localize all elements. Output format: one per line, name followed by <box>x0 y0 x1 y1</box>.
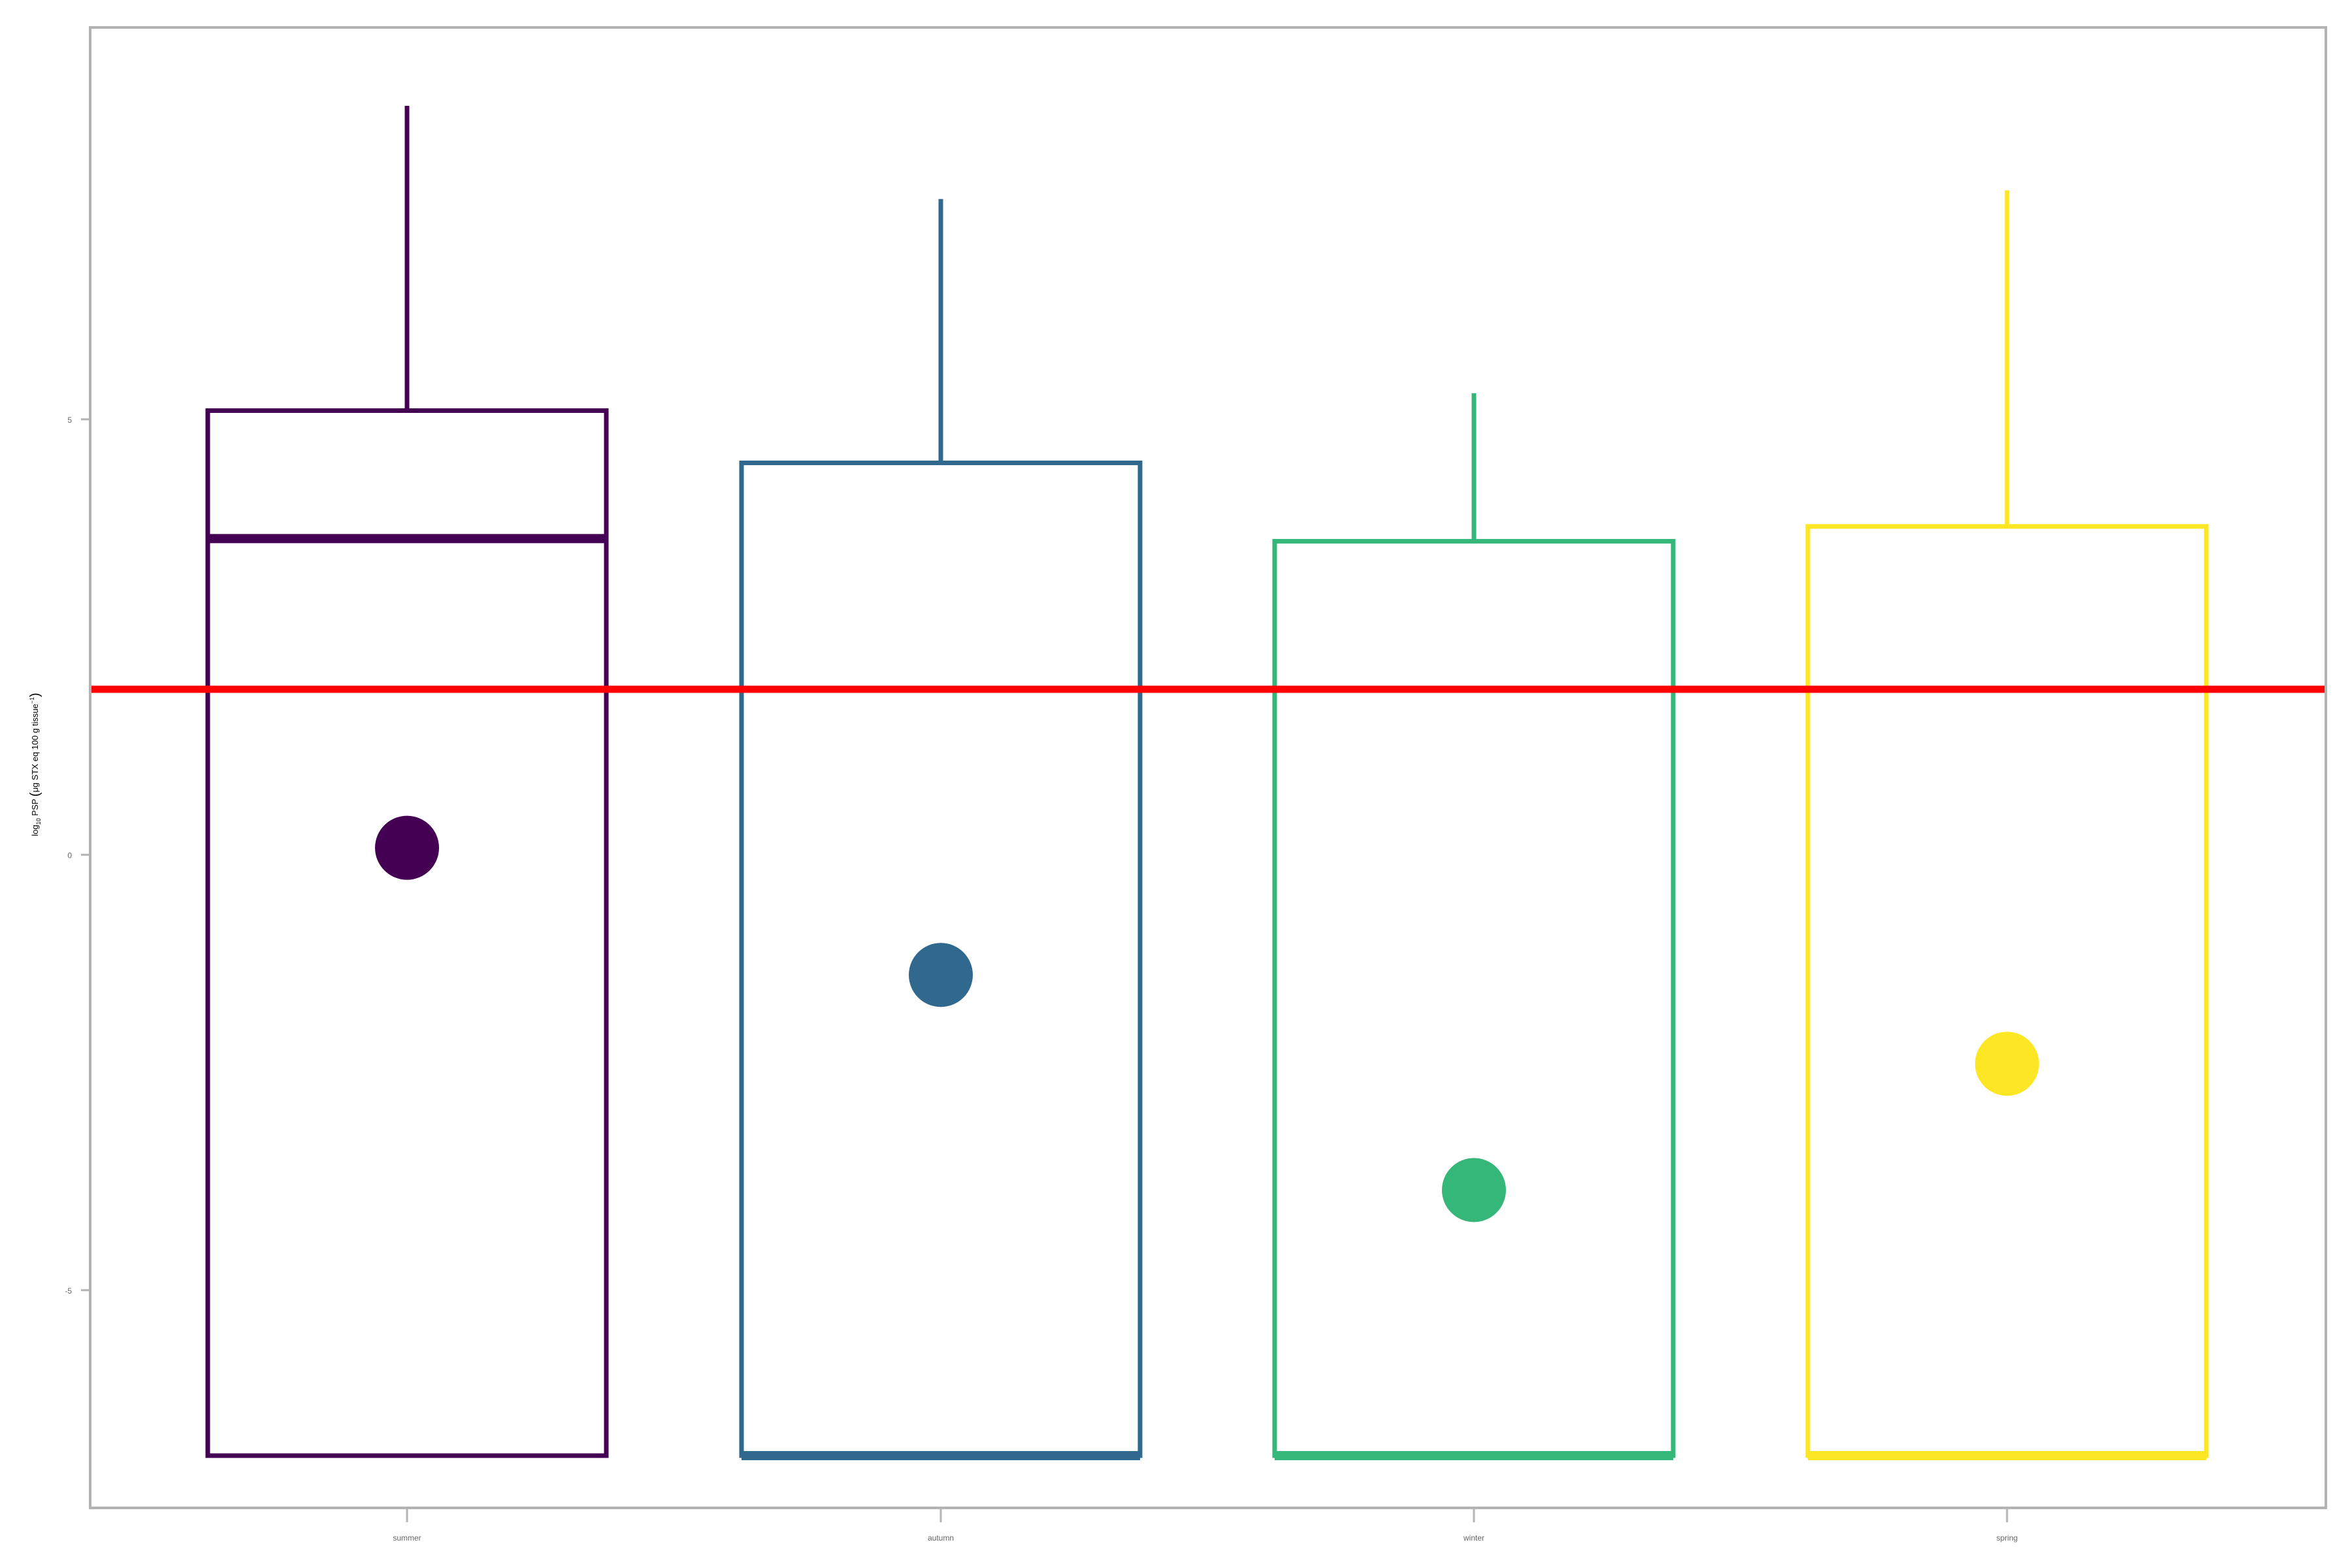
y-tick-label: -5 <box>65 1286 72 1296</box>
x-tick-label-spring: spring <box>1997 1533 2018 1543</box>
plot-frame <box>89 26 2327 1509</box>
mean-point-autumn <box>909 943 973 1007</box>
boxes-layer <box>205 105 2209 1461</box>
mean-point-winter <box>1442 1158 1506 1222</box>
x-tick-label-winter: winter <box>1463 1533 1484 1543</box>
box-body-winter <box>1272 538 1676 1458</box>
y-axis-label: log10 PSP (μg STX eq 100 g tissue−1) <box>28 693 42 836</box>
y-axis-label-prefix: log <box>30 825 40 836</box>
plot-frame-layer <box>89 26 2327 1509</box>
y-axis-label-paren-close: ) <box>28 693 42 697</box>
box-autumn <box>739 199 1143 1461</box>
box-body-spring <box>1805 524 2209 1458</box>
mean-point-summer <box>375 815 439 880</box>
y-axis-label-superscript: −1 <box>29 697 35 704</box>
y-axis-label-subscript: 10 <box>35 818 42 825</box>
box-winter <box>1272 393 1676 1461</box>
mean-point-spring <box>1975 1032 2039 1096</box>
x-tick-label-autumn: autumn <box>928 1533 954 1543</box>
y-tick-label: 5 <box>67 416 72 425</box>
y-axis-label-middle: PSP <box>30 796 40 818</box>
axes-layer: 5 0 -5 summer autumn winter spring <box>65 416 2017 1543</box>
y-axis-label-units: μg STX eq 100 g tissue <box>30 704 40 792</box>
box-spring <box>1805 190 2209 1461</box>
x-tick-label-summer: summer <box>393 1533 421 1543</box>
y-axis-label-paren-open: ( <box>28 792 42 796</box>
y-tick-label: 0 <box>67 851 72 860</box>
means-layer <box>375 815 2039 1222</box>
box-summer <box>205 105 609 1458</box>
box-body-summer <box>205 408 609 1458</box>
